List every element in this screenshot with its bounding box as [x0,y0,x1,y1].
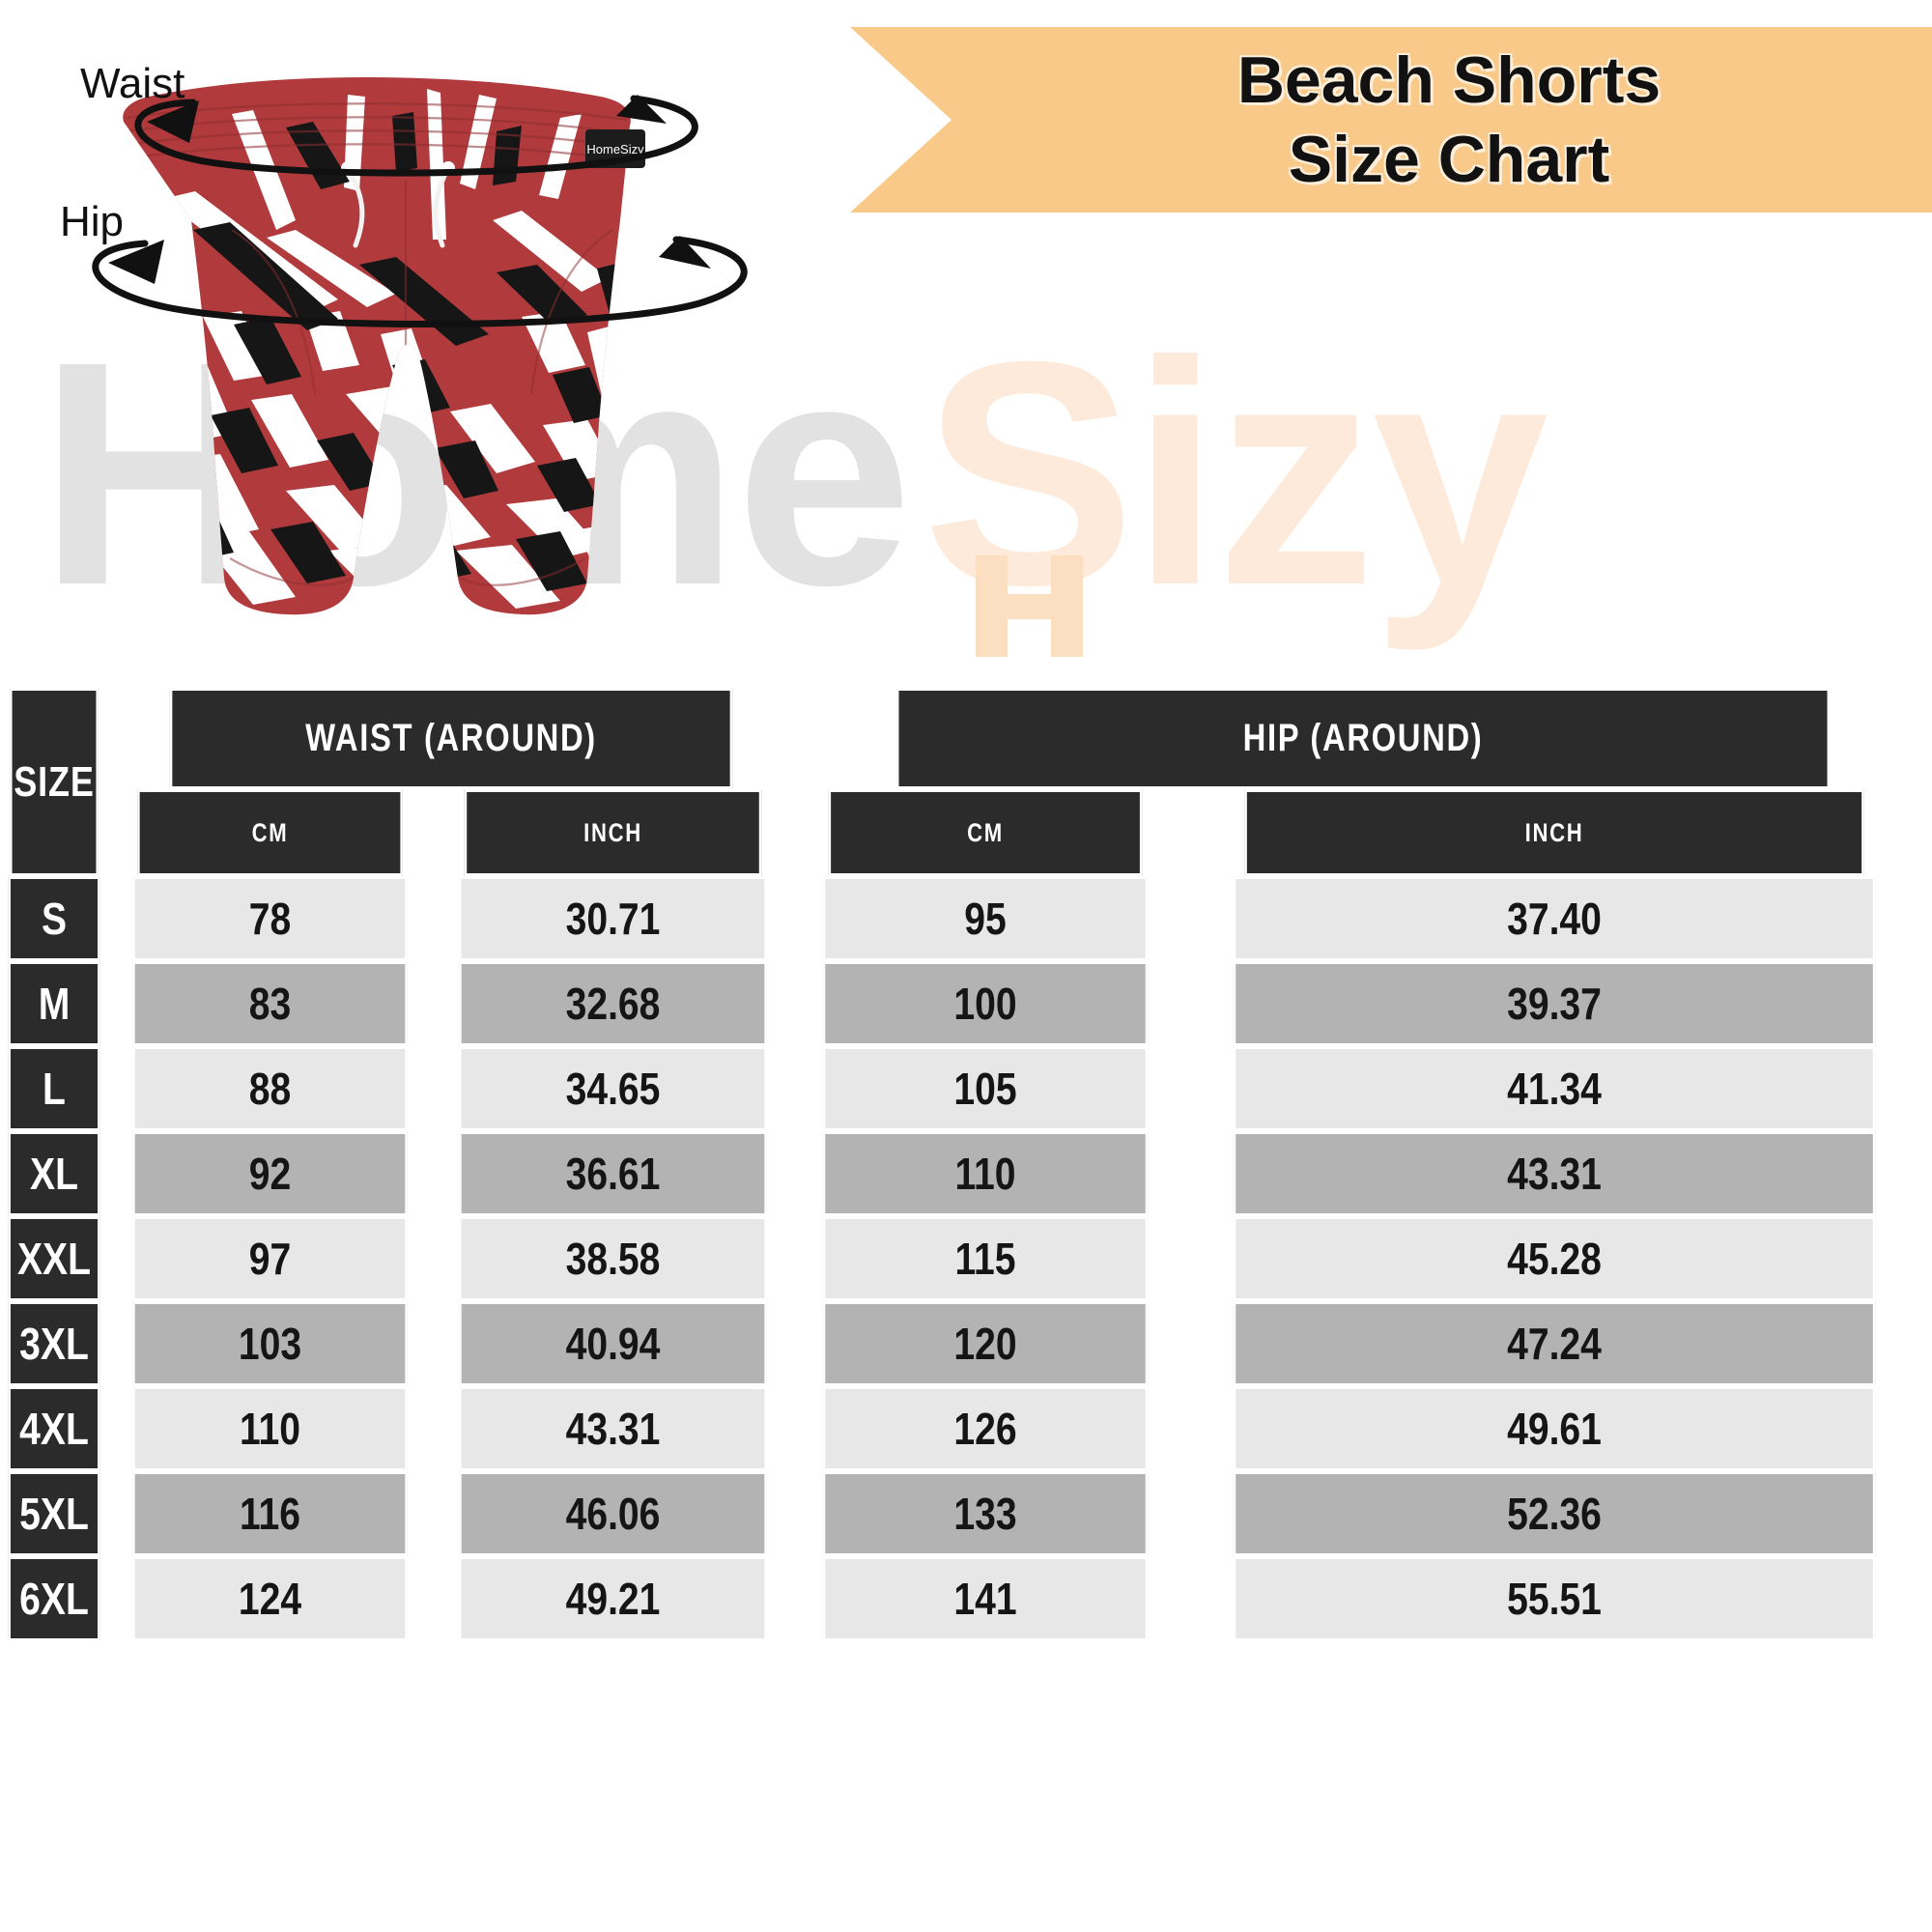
row-size-label: XL [8,1131,100,1216]
row-waist-inch: 38.58 [459,1216,767,1301]
row-hip-cm: 141 [822,1556,1149,1641]
row-waist-inch: 46.06 [459,1471,767,1556]
row-waist-cm: 116 [132,1471,408,1556]
size-chart-table: SIZE WAIST (AROUND) HIP (AROUND) CM INCH… [0,688,1932,1641]
table-header-unit-row: CM INCH CM INCH [0,789,1932,876]
table-row: 3XL 103 40.94 120 47.24 [0,1301,1932,1386]
row-waist-inch: 49.21 [459,1556,767,1641]
row-waist-cm: 103 [132,1301,408,1386]
row-hip-inch: 52.36 [1233,1471,1876,1556]
table-row: L 88 34.65 105 41.34 [0,1046,1932,1131]
beach-shorts-image: HomeSizy [106,75,705,636]
brand-tag-icon: HomeSizy [585,129,645,168]
header-waist-group: WAIST (AROUND) [169,688,733,789]
row-size-label: 4XL [8,1386,100,1471]
row-hip-cm: 105 [822,1046,1149,1131]
header-size: SIZE [10,688,99,876]
row-hip-cm: 110 [822,1131,1149,1216]
header-hip-group: HIP (AROUND) [896,688,1830,789]
row-waist-cm: 78 [132,876,408,961]
row-size-label: 6XL [8,1556,100,1641]
row-waist-inch: 32.68 [459,961,767,1046]
waist-label: Waist [80,60,185,107]
row-size-label: M [8,961,100,1046]
row-hip-cm: 133 [822,1471,1149,1556]
table-row: S 78 30.71 95 37.40 [0,876,1932,961]
row-hip-inch: 39.37 [1233,961,1876,1046]
row-waist-cm: 83 [132,961,408,1046]
table-row: 5XL 116 46.06 133 52.36 [0,1471,1932,1556]
row-hip-cm: 126 [822,1386,1149,1471]
header-waist-cm: CM [137,789,403,876]
table-row: M 83 32.68 100 39.37 [0,961,1932,1046]
table-row: 4XL 110 43.31 126 49.61 [0,1386,1932,1471]
header-hip-inch: INCH [1244,789,1864,876]
row-hip-cm: 95 [822,876,1149,961]
table-row: XL 92 36.61 110 43.31 [0,1131,1932,1216]
title-banner: Beach Shorts Size Chart [850,27,1932,213]
row-size-label: S [8,876,100,961]
row-waist-inch: 34.65 [459,1046,767,1131]
watermark-sizy-text: Sizy [923,295,1548,651]
row-size-label: XXL [8,1216,100,1301]
row-hip-inch: 43.31 [1233,1131,1876,1216]
hero-illustration-area: Home Sizy [0,0,1932,688]
row-hip-cm: 115 [822,1216,1149,1301]
row-hip-inch: 37.40 [1233,876,1876,961]
row-hip-inch: 49.61 [1233,1386,1876,1471]
row-size-label: 3XL [8,1301,100,1386]
banner-line-2: Size Chart [1288,123,1610,196]
row-hip-inch: 55.51 [1233,1556,1876,1641]
hip-label: Hip [60,198,125,245]
row-waist-inch: 43.31 [459,1386,767,1471]
row-hip-cm: 100 [822,961,1149,1046]
table-row: XXL 97 38.58 115 45.28 [0,1216,1932,1301]
svg-text:HomeSizy: HomeSizy [586,142,644,156]
table-row: 6XL 124 49.21 141 55.51 [0,1556,1932,1641]
row-hip-inch: 41.34 [1233,1046,1876,1131]
row-waist-cm: 110 [132,1386,408,1471]
row-size-label: 5XL [8,1471,100,1556]
row-waist-inch: 40.94 [459,1301,767,1386]
header-hip-cm: CM [828,789,1143,876]
table-header-group-row: SIZE WAIST (AROUND) HIP (AROUND) [0,688,1932,876]
banner-line-1: Beach Shorts [1236,43,1662,117]
row-waist-inch: 30.71 [459,876,767,961]
table-body: S 78 30.71 95 37.40 M 83 32.68 100 39.37 L 88 34.65 1… [0,876,1932,1641]
row-waist-cm: 88 [132,1046,408,1131]
row-waist-cm: 92 [132,1131,408,1216]
row-size-label: L [8,1046,100,1131]
row-waist-cm: 124 [132,1556,408,1641]
header-waist-inch: INCH [464,789,762,876]
row-hip-inch: 45.28 [1233,1216,1876,1301]
row-hip-cm: 120 [822,1301,1149,1386]
row-hip-inch: 47.24 [1233,1301,1876,1386]
row-waist-cm: 97 [132,1216,408,1301]
row-waist-inch: 36.61 [459,1131,767,1216]
